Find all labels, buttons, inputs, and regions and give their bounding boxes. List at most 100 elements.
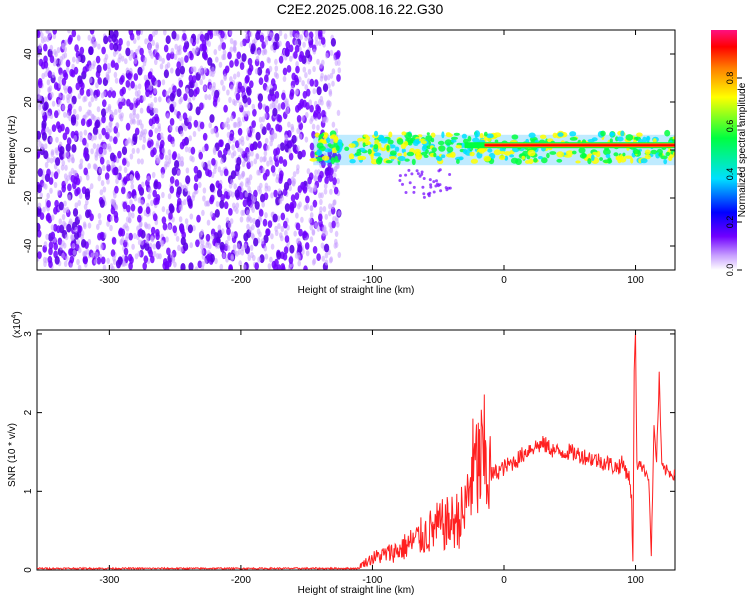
trail-dot (422, 195, 426, 199)
noise-speckle (61, 77, 67, 86)
signal-blob (498, 155, 506, 161)
noise-speckle (51, 100, 56, 107)
snr-multiplier: (x104) (11, 311, 23, 338)
noise-speckle (154, 80, 159, 87)
noise-speckle (257, 66, 263, 76)
noise-speckle (114, 215, 119, 224)
signal-blob (403, 140, 409, 147)
signal-blob (640, 158, 648, 164)
noise-speckle (134, 253, 139, 260)
noise-speckle (99, 156, 105, 165)
noise-speckle (215, 201, 220, 208)
noise-speckle (255, 55, 260, 62)
noise-speckle (87, 134, 91, 141)
noise-speckle (152, 189, 157, 198)
noise-speckle (55, 157, 61, 166)
noise-speckle (302, 41, 306, 48)
noise-speckle (189, 242, 193, 249)
noise-speckle (290, 194, 296, 203)
noise-speckle (84, 191, 91, 201)
noise-speckle (114, 62, 119, 71)
noise-speckle (86, 89, 91, 97)
noise-speckle (67, 183, 72, 192)
noise-speckle (131, 52, 135, 59)
noise-speckle (110, 198, 115, 205)
noise-speckle (267, 93, 273, 102)
noise-speckle (83, 167, 88, 176)
noise-speckle (280, 102, 286, 110)
noise-speckle (87, 222, 92, 229)
noise-speckle (329, 167, 334, 176)
noise-speckle (269, 103, 274, 110)
noise-speckle (73, 66, 79, 75)
noise-speckle (259, 182, 263, 189)
noise-speckle (309, 104, 314, 113)
noise-speckle (112, 167, 117, 176)
noise-speckle (257, 49, 261, 57)
noise-speckle (239, 41, 244, 48)
noise-speckle (72, 249, 77, 256)
signal-blob (373, 130, 379, 137)
noise-speckle (289, 244, 295, 254)
noise-speckle (42, 256, 47, 263)
signal-blob (388, 131, 393, 138)
noise-speckle (318, 39, 322, 47)
signal-blob (309, 158, 318, 162)
noise-speckle (61, 53, 66, 60)
signal-blob (412, 139, 419, 146)
noise-speckle (201, 73, 206, 80)
noise-speckle (247, 57, 253, 66)
y-tick-label: 0 (23, 567, 34, 573)
noise-speckle (238, 260, 242, 267)
noise-speckle (247, 67, 252, 76)
noise-speckle (137, 184, 143, 192)
signal-blob (397, 155, 406, 162)
noise-speckle (171, 256, 176, 264)
noise-speckle (272, 107, 278, 117)
signal-blob (636, 132, 643, 137)
signal-blob (406, 151, 415, 157)
noise-speckle (161, 216, 167, 225)
signal-blob (665, 151, 671, 157)
noise-speckle (276, 250, 282, 260)
noise-speckle (43, 241, 48, 248)
noise-speckle (90, 38, 94, 45)
signal-blob (377, 156, 383, 164)
noise-speckle (193, 183, 199, 191)
signal-blob (602, 159, 611, 164)
noise-speckle (107, 128, 111, 135)
signal-blob (528, 158, 534, 165)
noise-speckle (308, 99, 313, 106)
noise-speckle (145, 206, 151, 215)
noise-speckle (160, 172, 165, 179)
noise-speckle (201, 261, 205, 268)
noise-speckle (334, 165, 338, 172)
trail-dot (416, 172, 420, 176)
noise-speckle (218, 61, 223, 68)
noise-speckle (44, 183, 48, 190)
noise-speckle (166, 247, 171, 256)
noise-speckle (140, 158, 144, 165)
noise-speckle (125, 47, 131, 57)
noise-speckle (297, 150, 303, 160)
noise-speckle (244, 30, 248, 34)
noise-speckle (128, 54, 133, 61)
noise-speckle (49, 55, 55, 64)
noise-speckle (78, 214, 82, 221)
noise-speckle (294, 192, 300, 201)
noise-speckle (103, 35, 109, 45)
noise-speckle (88, 65, 92, 72)
noise-speckle (264, 137, 269, 144)
noise-speckle (92, 126, 98, 136)
noise-speckle (41, 72, 45, 80)
noise-speckle (54, 58, 58, 65)
trail-dot (439, 189, 443, 193)
noise-speckle (97, 77, 102, 85)
noise-speckle (168, 87, 172, 94)
noise-speckle (78, 105, 82, 112)
noise-speckle (280, 225, 285, 232)
noise-speckle (236, 51, 242, 60)
noise-speckle (129, 102, 134, 111)
